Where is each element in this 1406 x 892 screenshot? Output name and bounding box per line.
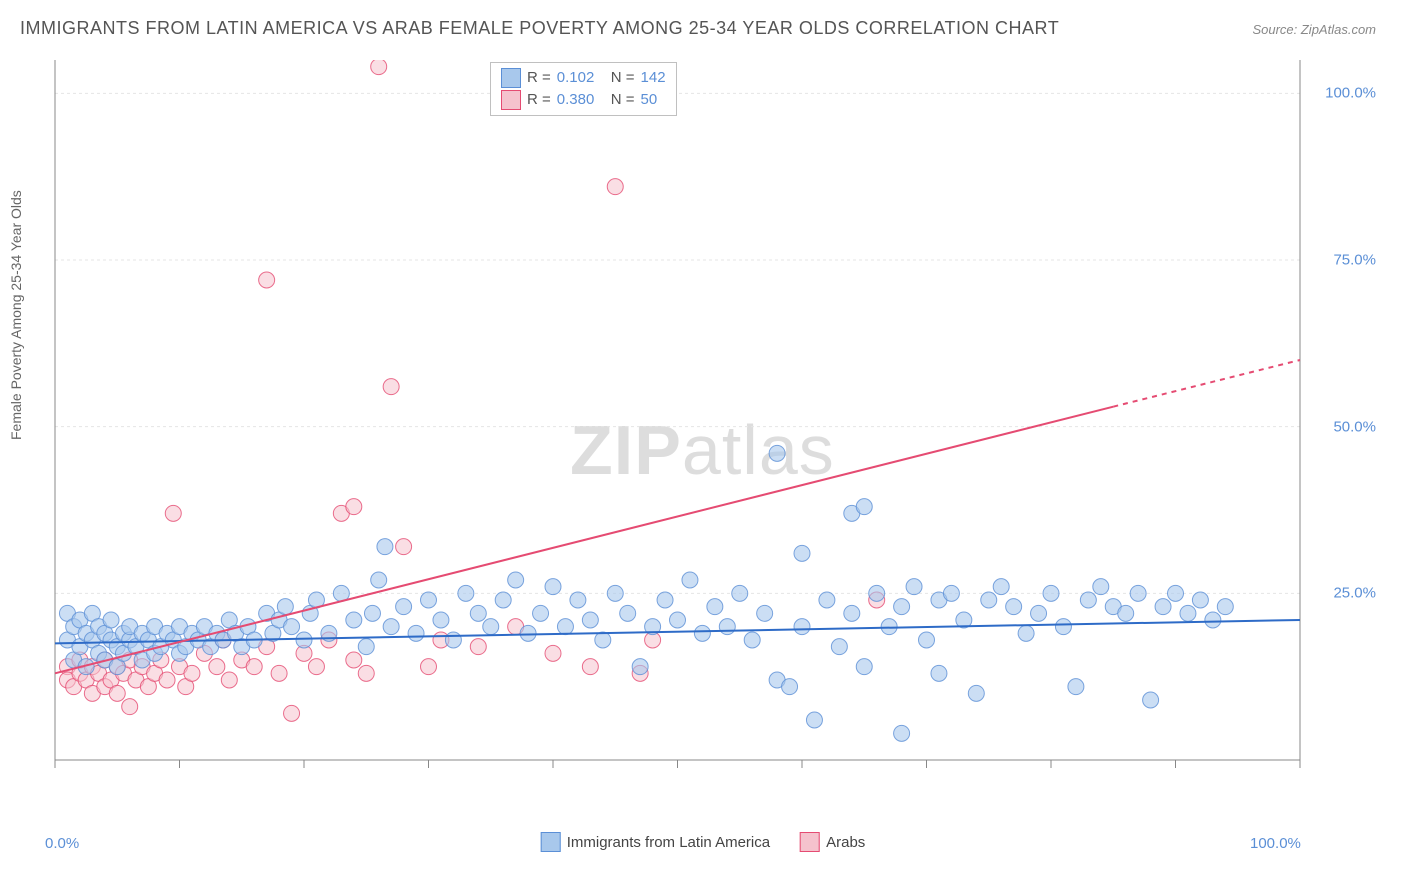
- legend-row-blue: R = 0.102 N = 142: [501, 67, 666, 89]
- x-tick-label: 0.0%: [45, 835, 79, 852]
- series-legend: Immigrants from Latin America Arabs: [541, 832, 866, 852]
- swatch-pink-icon: [800, 832, 820, 852]
- scatter-plot: [50, 60, 1350, 790]
- swatch-blue-icon: [541, 832, 561, 852]
- swatch-pink: [501, 90, 521, 110]
- chart-title: IMMIGRANTS FROM LATIN AMERICA VS ARAB FE…: [20, 18, 1059, 39]
- y-axis-label: Female Poverty Among 25-34 Year Olds: [8, 190, 24, 440]
- legend-item-arabs: Arabs: [800, 832, 865, 852]
- source-attribution: Source: ZipAtlas.com: [1252, 22, 1376, 37]
- legend-item-latin: Immigrants from Latin America: [541, 832, 770, 852]
- swatch-blue: [501, 68, 521, 88]
- x-tick-label: 100.0%: [1250, 835, 1301, 852]
- correlation-legend: R = 0.102 N = 142 R = 0.380 N = 50: [490, 62, 677, 116]
- legend-row-pink: R = 0.380 N = 50: [501, 89, 666, 111]
